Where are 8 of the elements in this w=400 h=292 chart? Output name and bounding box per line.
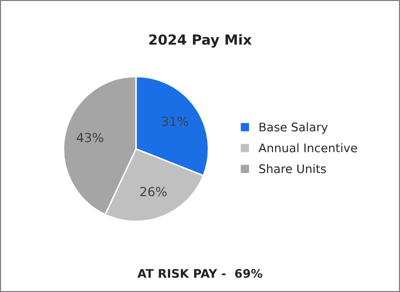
text: AT RISK PAY - 69% <box>137 268 262 278</box>
chart-title: 2024 Pay Mix <box>149 34 252 48</box>
legend-label: Share Units <box>259 164 326 174</box>
data-label: 31% <box>162 116 188 126</box>
legend-label: Base Salary <box>260 122 328 134</box>
legend-label: Annual Incentive <box>258 143 357 152</box>
data-label: 43% <box>76 132 104 142</box>
data-label: 26% <box>140 186 167 196</box>
